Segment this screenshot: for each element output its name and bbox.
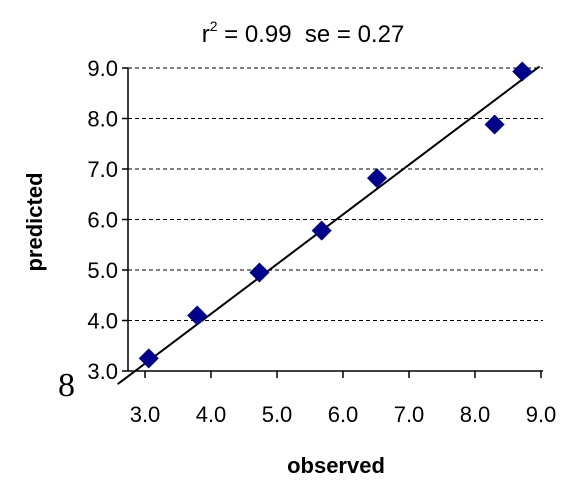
x-tick-label: 4.0 xyxy=(196,402,227,427)
data-point xyxy=(249,262,270,283)
x-tick-label: 5.0 xyxy=(262,402,293,427)
grid-lines xyxy=(128,67,543,321)
x-tick-label: 7.0 xyxy=(394,402,425,427)
data-point xyxy=(311,220,332,241)
fit-line-group xyxy=(117,65,541,385)
r-symbol: r xyxy=(202,21,210,48)
data-point xyxy=(512,61,533,82)
x-tick-label: 9.0 xyxy=(526,402,557,427)
x-axis-title: observed xyxy=(287,453,385,478)
y-axis-title: predicted xyxy=(22,172,47,271)
x-tick-label: 8.0 xyxy=(460,402,491,427)
y-tick-labels: 3.0 4.0 5.0 6.0 7.0 8.0 9.0 xyxy=(87,56,128,384)
y-tick-label: 4.0 xyxy=(87,309,118,334)
x-tick-label: 3.0 xyxy=(130,402,161,427)
data-point xyxy=(187,305,208,326)
y-tick-label: 7.0 xyxy=(87,157,118,182)
y-tick-label: 8.0 xyxy=(87,107,118,132)
y-tick-label: 9.0 xyxy=(87,56,118,81)
y-tick-label: 5.0 xyxy=(87,258,118,283)
data-point xyxy=(138,348,159,369)
chart-title: r2 = 0.99 se = 0.27 xyxy=(202,18,405,48)
data-point xyxy=(484,114,505,135)
data-point xyxy=(367,168,387,189)
y-tick-label: 6.0 xyxy=(87,208,118,233)
x-tick-labels: 3.0 4.0 5.0 6.0 7.0 8.0 9.0 xyxy=(130,371,557,427)
r-exponent: 2 xyxy=(210,18,218,34)
data-points xyxy=(138,61,533,369)
y-tick-label: 3.0 xyxy=(87,359,118,384)
stat-values: = 0.99 se = 0.27 xyxy=(217,21,404,48)
fit-line xyxy=(117,65,541,385)
side-mark: 8 xyxy=(58,367,75,404)
x-tick-label: 6.0 xyxy=(328,402,359,427)
